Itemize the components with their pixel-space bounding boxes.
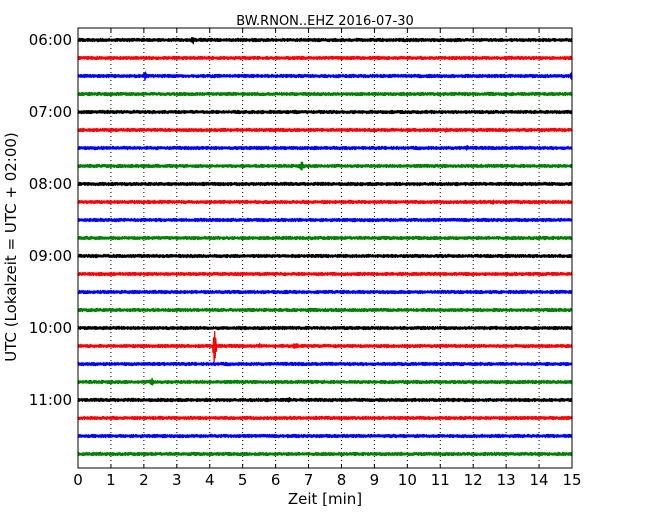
plot-frame: [77, 27, 573, 469]
trace-0600: [77, 37, 573, 45]
x-tick-label: 13: [497, 471, 516, 489]
y-tick-label: 06:00: [29, 31, 72, 49]
trace-0830: [77, 217, 573, 223]
x-tick-label: 5: [238, 471, 248, 489]
y-axis-label: UTC (Lokalzeit = UTC + 02:00): [2, 132, 20, 362]
x-tick-label: 6: [271, 471, 281, 489]
trace-0800: [77, 181, 573, 187]
x-tick-label: 9: [370, 471, 380, 489]
x-tick-label: 7: [304, 471, 314, 489]
x-tick-label: 12: [464, 471, 483, 489]
trace-0930: [77, 289, 573, 295]
x-tick-label: 0: [73, 471, 83, 489]
x-axis-label: Zeit [min]: [288, 490, 362, 508]
x-tick-label: 15: [562, 471, 581, 489]
y-tick-label: 09:00: [29, 247, 72, 265]
trace-1115: [77, 415, 573, 421]
trace-0915: [77, 271, 573, 277]
trace-1100: [77, 397, 573, 403]
trace-1130: [77, 433, 573, 439]
trace-0645: [77, 91, 573, 97]
x-tick-label: 10: [398, 471, 417, 489]
trace-0945: [77, 307, 573, 313]
trace-0815: [77, 199, 573, 205]
trace-0845: [77, 235, 573, 241]
grid-lines: [110, 28, 540, 468]
trace-0700: [77, 109, 573, 115]
y-tick-label: 08:00: [29, 175, 72, 193]
traces: [77, 37, 573, 457]
x-tick-label: 2: [139, 471, 149, 489]
trace-0900: [77, 253, 573, 259]
trace-1000: [77, 325, 573, 331]
trace-0615: [77, 55, 573, 61]
chart-title: BW.RNON..EHZ 2016-07-30: [236, 14, 414, 29]
x-tick-label: 1: [106, 471, 116, 489]
x-tick-label: 8: [337, 471, 347, 489]
y-tick-label: 11:00: [29, 391, 72, 409]
axis-ticks: 0 1 2 3 4 5 6 7 8 9 10 11 12 13 14 1506:0007:0008:0009:…: [29, 28, 582, 489]
x-tick-label: 11: [431, 471, 450, 489]
y-tick-label: 10:00: [29, 319, 72, 337]
trace-0630: [77, 71, 573, 81]
trace-1030: [77, 361, 573, 367]
x-tick-label: 4: [205, 471, 215, 489]
y-tick-label: 07:00: [29, 103, 72, 121]
x-tick-label: 3: [172, 471, 182, 489]
trace-1045: [77, 377, 573, 386]
x-tick-label: 14: [530, 471, 549, 489]
trace-0730: [77, 144, 573, 151]
trace-1015: [77, 331, 573, 364]
trace-1145: [77, 451, 573, 457]
trace-0715: [77, 127, 573, 133]
trace-0745: [77, 161, 573, 171]
